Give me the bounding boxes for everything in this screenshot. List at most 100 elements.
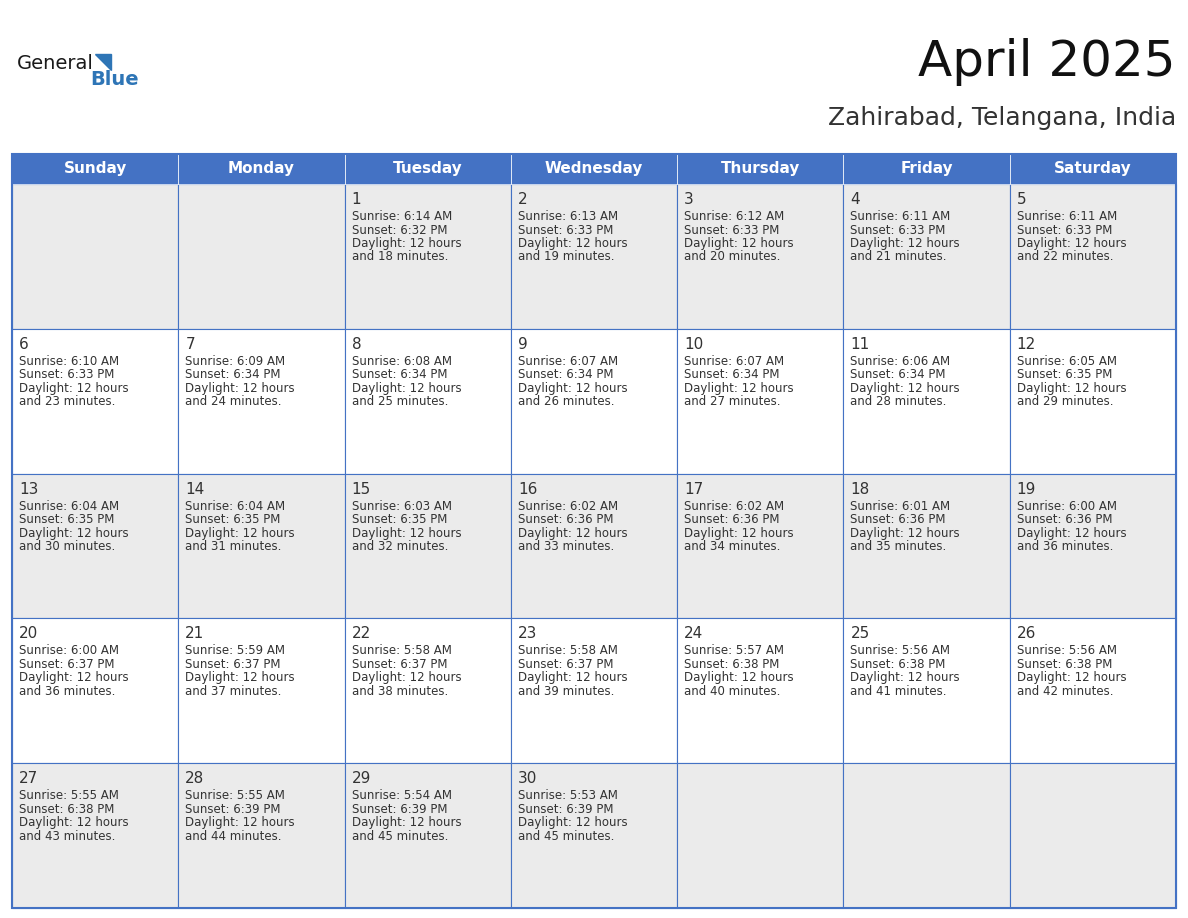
Text: 20: 20: [19, 626, 38, 642]
Bar: [12, 763, 178, 908]
Bar: [12, 184, 178, 329]
Text: Saturday: Saturday: [1054, 162, 1132, 176]
Bar: [1010, 474, 1176, 619]
Bar: [677, 184, 843, 329]
Text: and 43 minutes.: and 43 minutes.: [19, 830, 115, 843]
Text: Sunset: 6:37 PM: Sunset: 6:37 PM: [185, 658, 280, 671]
Text: and 34 minutes.: and 34 minutes.: [684, 540, 781, 554]
Text: 14: 14: [185, 482, 204, 497]
Text: Daylight: 12 hours: Daylight: 12 hours: [518, 527, 627, 540]
Text: and 45 minutes.: and 45 minutes.: [518, 830, 614, 843]
Text: and 23 minutes.: and 23 minutes.: [19, 396, 115, 409]
Text: Sunset: 6:34 PM: Sunset: 6:34 PM: [684, 368, 779, 381]
Text: and 33 minutes.: and 33 minutes.: [518, 540, 614, 554]
Bar: [178, 474, 345, 619]
Text: and 25 minutes.: and 25 minutes.: [352, 396, 448, 409]
Text: April 2025: April 2025: [918, 38, 1176, 85]
Text: and 36 minutes.: and 36 minutes.: [19, 685, 115, 698]
Text: and 32 minutes.: and 32 minutes.: [352, 540, 448, 554]
Text: Sunrise: 6:00 AM: Sunrise: 6:00 AM: [19, 644, 119, 657]
Text: 9: 9: [518, 337, 527, 352]
Text: 28: 28: [185, 771, 204, 786]
Bar: [843, 329, 1010, 474]
Text: 15: 15: [352, 482, 371, 497]
Text: and 40 minutes.: and 40 minutes.: [684, 685, 781, 698]
Text: 22: 22: [352, 626, 371, 642]
Text: Sunset: 6:33 PM: Sunset: 6:33 PM: [19, 368, 114, 381]
Text: Sunrise: 5:58 AM: Sunrise: 5:58 AM: [352, 644, 451, 657]
Bar: [12, 619, 178, 763]
Text: Sunset: 6:34 PM: Sunset: 6:34 PM: [851, 368, 946, 381]
Text: Daylight: 12 hours: Daylight: 12 hours: [185, 816, 295, 829]
Text: 10: 10: [684, 337, 703, 352]
Text: Sunset: 6:35 PM: Sunset: 6:35 PM: [185, 513, 280, 526]
Text: Sunset: 6:33 PM: Sunset: 6:33 PM: [1017, 223, 1112, 237]
Text: Sunrise: 6:02 AM: Sunrise: 6:02 AM: [518, 499, 618, 512]
Text: 3: 3: [684, 192, 694, 207]
Text: and 27 minutes.: and 27 minutes.: [684, 396, 781, 409]
Text: Daylight: 12 hours: Daylight: 12 hours: [352, 237, 461, 250]
Text: Sunrise: 5:56 AM: Sunrise: 5:56 AM: [1017, 644, 1117, 657]
Text: Wednesday: Wednesday: [545, 162, 643, 176]
Bar: [1010, 184, 1176, 329]
Text: and 28 minutes.: and 28 minutes.: [851, 396, 947, 409]
Text: Daylight: 12 hours: Daylight: 12 hours: [19, 527, 128, 540]
Bar: [12, 474, 178, 619]
Text: Sunset: 6:33 PM: Sunset: 6:33 PM: [851, 223, 946, 237]
Text: 27: 27: [19, 771, 38, 786]
Text: and 29 minutes.: and 29 minutes.: [1017, 396, 1113, 409]
Text: Sunrise: 5:57 AM: Sunrise: 5:57 AM: [684, 644, 784, 657]
Text: Daylight: 12 hours: Daylight: 12 hours: [352, 382, 461, 395]
Text: 29: 29: [352, 771, 371, 786]
Bar: [1010, 619, 1176, 763]
Text: Sunrise: 5:53 AM: Sunrise: 5:53 AM: [518, 789, 618, 802]
Text: Sunset: 6:33 PM: Sunset: 6:33 PM: [684, 223, 779, 237]
Text: Sunset: 6:39 PM: Sunset: 6:39 PM: [352, 802, 447, 816]
Text: Sunrise: 5:54 AM: Sunrise: 5:54 AM: [352, 789, 451, 802]
Bar: [12, 329, 178, 474]
Text: and 38 minutes.: and 38 minutes.: [352, 685, 448, 698]
Text: Sunrise: 5:56 AM: Sunrise: 5:56 AM: [851, 644, 950, 657]
Text: 6: 6: [19, 337, 29, 352]
Text: Sunrise: 6:08 AM: Sunrise: 6:08 AM: [352, 354, 451, 368]
Text: 12: 12: [1017, 337, 1036, 352]
Text: Sunrise: 6:02 AM: Sunrise: 6:02 AM: [684, 499, 784, 512]
Text: and 21 minutes.: and 21 minutes.: [851, 251, 947, 263]
Text: Sunrise: 5:55 AM: Sunrise: 5:55 AM: [185, 789, 285, 802]
Text: 11: 11: [851, 337, 870, 352]
Text: and 41 minutes.: and 41 minutes.: [851, 685, 947, 698]
Text: Sunrise: 6:12 AM: Sunrise: 6:12 AM: [684, 210, 784, 223]
Text: Sunrise: 6:13 AM: Sunrise: 6:13 AM: [518, 210, 618, 223]
Bar: [677, 619, 843, 763]
Text: and 26 minutes.: and 26 minutes.: [518, 396, 614, 409]
Text: and 31 minutes.: and 31 minutes.: [185, 540, 282, 554]
Text: 26: 26: [1017, 626, 1036, 642]
Bar: [843, 619, 1010, 763]
Text: Daylight: 12 hours: Daylight: 12 hours: [851, 527, 960, 540]
Bar: [843, 184, 1010, 329]
Bar: [843, 154, 1010, 184]
Text: Sunrise: 6:11 AM: Sunrise: 6:11 AM: [851, 210, 950, 223]
Bar: [511, 763, 677, 908]
Text: Sunset: 6:32 PM: Sunset: 6:32 PM: [352, 223, 447, 237]
Text: Daylight: 12 hours: Daylight: 12 hours: [1017, 237, 1126, 250]
Text: 24: 24: [684, 626, 703, 642]
Text: Daylight: 12 hours: Daylight: 12 hours: [1017, 382, 1126, 395]
Bar: [345, 619, 511, 763]
Text: Daylight: 12 hours: Daylight: 12 hours: [684, 527, 794, 540]
Text: 21: 21: [185, 626, 204, 642]
Text: Sunset: 6:37 PM: Sunset: 6:37 PM: [518, 658, 613, 671]
Text: Sunset: 6:36 PM: Sunset: 6:36 PM: [1017, 513, 1112, 526]
Bar: [677, 763, 843, 908]
Text: Daylight: 12 hours: Daylight: 12 hours: [185, 527, 295, 540]
Bar: [345, 154, 511, 184]
Text: Sunset: 6:38 PM: Sunset: 6:38 PM: [684, 658, 779, 671]
Text: 23: 23: [518, 626, 537, 642]
Text: 25: 25: [851, 626, 870, 642]
Text: Sunrise: 5:55 AM: Sunrise: 5:55 AM: [19, 789, 119, 802]
Bar: [511, 154, 677, 184]
Bar: [511, 619, 677, 763]
Text: and 44 minutes.: and 44 minutes.: [185, 830, 282, 843]
Text: Sunrise: 6:01 AM: Sunrise: 6:01 AM: [851, 499, 950, 512]
Text: Daylight: 12 hours: Daylight: 12 hours: [518, 671, 627, 685]
